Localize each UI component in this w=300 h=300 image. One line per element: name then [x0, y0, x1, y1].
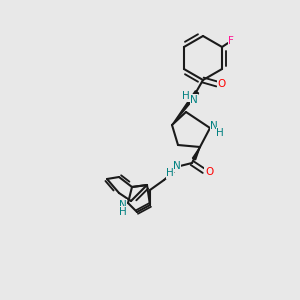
- Text: H: H: [216, 128, 224, 138]
- Polygon shape: [172, 91, 199, 125]
- Text: O: O: [218, 79, 226, 89]
- Text: H: H: [182, 91, 190, 101]
- Text: H: H: [166, 168, 174, 178]
- Polygon shape: [192, 147, 200, 160]
- Text: O: O: [205, 167, 213, 177]
- Text: F: F: [228, 36, 234, 46]
- Text: H: H: [119, 207, 127, 217]
- Text: N: N: [190, 95, 198, 105]
- Text: N: N: [210, 121, 218, 131]
- Text: N: N: [173, 161, 181, 171]
- Text: N: N: [119, 200, 127, 210]
